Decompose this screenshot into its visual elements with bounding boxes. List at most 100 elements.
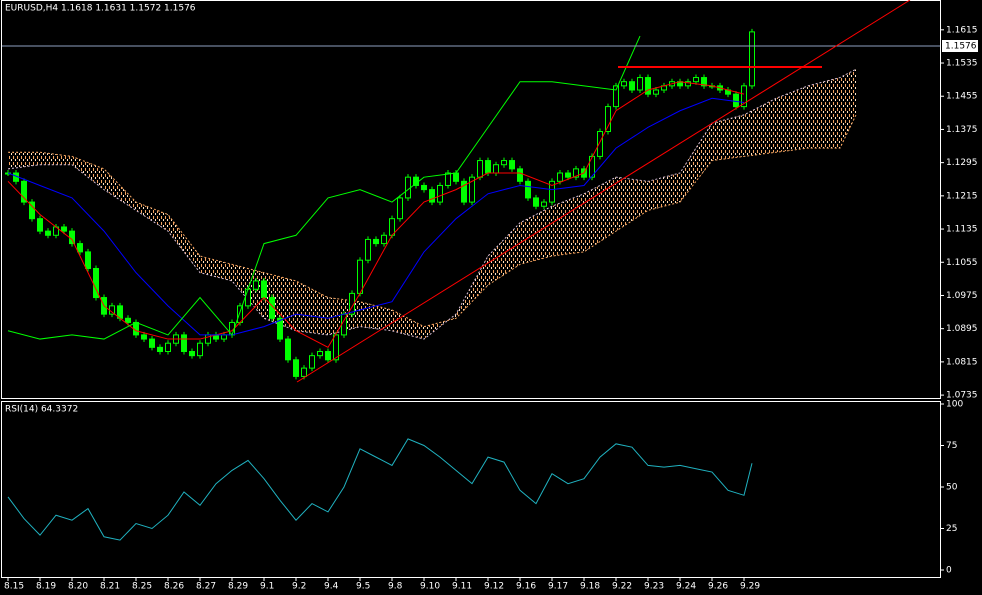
candle [277,317,283,340]
candle [85,251,91,269]
x-tick-label: 9.29 [740,582,760,592]
x-tick-label: 9.24 [676,582,696,592]
candle [165,342,171,353]
candle [221,334,227,340]
candle [29,201,35,220]
candle [653,89,659,95]
candle [549,180,555,203]
candle [45,230,51,236]
x-tick-label: 9.23 [644,582,664,592]
candle [149,338,155,348]
indicator-line [7,35,641,340]
cloud-span [7,68,857,340]
y-tick-label: 1.1135 [946,225,978,235]
cloud [8,69,856,340]
candle [461,180,467,203]
candle [485,160,491,174]
x-tick-label: 8.27 [196,582,216,592]
x-tick-label: 9.8 [388,582,403,592]
candle [405,176,411,199]
x-tick-label: 8.25 [132,582,152,592]
chart-title: EURUSD,H4 1.1618 1.1631 1.1572 1.1576 [5,4,196,14]
candle [685,81,691,87]
indicator-line [7,81,745,349]
candle [381,234,387,245]
y-tick-label: 1.1455 [946,92,978,102]
candle [189,351,195,357]
x-tick-label: 8.29 [228,582,248,592]
x-tick-label: 9.2 [292,582,306,592]
y-tick-label: 1.1055 [946,258,978,268]
candle [613,85,619,108]
candle [349,292,355,315]
y-tick-label: 0 [946,566,952,576]
x-tick-label: 9.4 [324,582,339,592]
price-pane: 1.1576 [2,28,978,380]
candle [565,172,571,178]
x-tick-label: 9.10 [420,582,440,592]
candle [69,230,75,245]
candle [453,172,459,182]
x-tick-label: 9.5 [356,582,370,592]
candle [749,31,755,87]
x-tick-label: 9.11 [452,582,472,592]
candle [645,77,651,95]
candle [509,160,515,170]
y-tick-label: 1.1615 [946,25,978,35]
rsi-panel [1,401,941,578]
y-tick-label: 100 [946,400,963,410]
candle [693,77,699,83]
candle [501,160,507,166]
y-tick-label: 1.1295 [946,158,978,168]
candle [741,85,747,108]
indicator-line [7,97,745,336]
x-tick-label: 8.15 [4,582,24,592]
candle [573,168,579,178]
candle [141,334,147,340]
cloud-span [8,114,857,328]
y-tick-label: 1.1215 [946,191,978,201]
candle [301,367,307,377]
x-tick-label: 8.20 [68,582,88,592]
candle [397,197,403,220]
candle [157,346,163,353]
candle [61,226,67,232]
candle [429,189,435,203]
x-tick-label: 9.12 [484,582,504,592]
candle [637,77,643,91]
candle [437,184,443,203]
candle [21,180,27,203]
rsi-title: RSI(14) 64.3372 [5,405,78,415]
y-tick-label: 50 [946,483,958,493]
x-tick-label: 8.21 [100,582,120,592]
x-tick-label: 8.26 [164,582,184,592]
candle [605,106,611,133]
candle [317,351,323,357]
y-tick-label: 1.0815 [946,357,978,367]
x-tick-label: 9.17 [548,582,568,592]
candle [365,238,371,261]
candle [197,342,203,357]
candle [733,93,739,108]
candle [629,81,635,91]
candle [421,184,427,191]
candle [333,334,339,361]
trend-line [296,0,911,383]
candle [533,197,539,207]
candle [469,176,475,203]
candle [125,317,131,323]
x-tick-label: 9.22 [612,582,632,592]
candle [77,243,83,253]
candle [701,77,707,87]
candle [285,338,291,361]
y-tick-label: 75 [946,441,957,451]
x-tick-label: 9.18 [580,582,600,592]
y-tick-label: 1.1375 [946,125,978,135]
x-tick-label: 8.19 [36,582,56,592]
candle [541,201,547,207]
candle [557,172,563,182]
candle [253,280,259,290]
candle [245,288,251,307]
candle [181,334,187,353]
rsi-line [7,438,753,541]
